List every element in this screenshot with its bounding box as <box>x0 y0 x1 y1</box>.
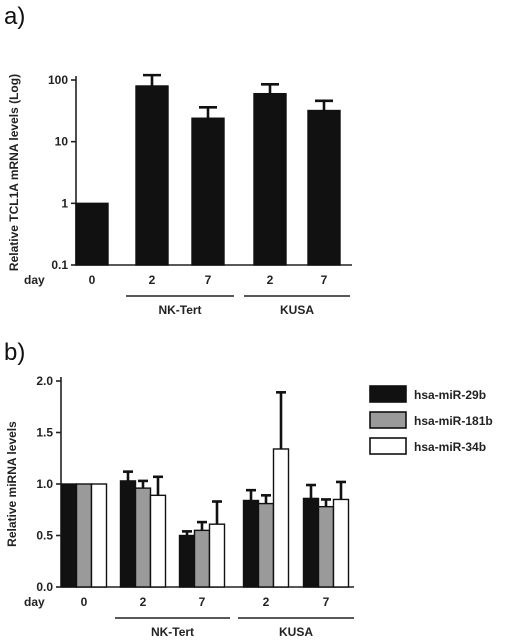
legend-label: hsa-miR-181b <box>414 414 493 428</box>
x-tick-label: 0 <box>81 595 88 609</box>
y-tick-label: 1.0 <box>36 477 53 491</box>
bar <box>119 480 137 588</box>
y-tick-label: 0.5 <box>36 529 53 543</box>
legend-swatch <box>369 437 407 455</box>
bar <box>242 499 260 588</box>
panel-a-label: a) <box>4 3 25 30</box>
y-axis-title: Relative miRNA levels <box>5 421 19 547</box>
x-tick-label: 7 <box>205 273 212 287</box>
x-tick-label: 2 <box>140 595 147 609</box>
bar <box>257 502 275 588</box>
bar <box>208 523 226 588</box>
chart-b: 0.0 0.5 1.0 1.5 2.0 Relative miRNA levels 0 2 7 2… <box>5 374 493 639</box>
bar <box>60 483 78 588</box>
legend-swatch <box>369 411 407 429</box>
x-tick-label: 2 <box>263 595 270 609</box>
bar <box>178 534 196 588</box>
x-tick-label: 7 <box>199 595 206 609</box>
x-tick-label: 0 <box>89 273 96 287</box>
y-tick-label: 1 <box>61 196 68 210</box>
bar <box>75 202 109 266</box>
legend-label: hsa-miR-29b <box>414 388 486 402</box>
y-tick-label: 1.5 <box>36 426 53 440</box>
legend-label: hsa-miR-34b <box>414 440 486 454</box>
x-tick-label: 2 <box>267 273 274 287</box>
bar <box>90 483 108 588</box>
bar <box>191 117 225 266</box>
y-axis-title: Relative TCL1A mRNA levels (Log) <box>7 74 21 271</box>
x-prefix-label: day <box>24 595 45 609</box>
y-tick-label: 10 <box>55 135 69 149</box>
bar <box>307 109 341 266</box>
group-label: KUSA <box>279 625 313 639</box>
group-label: NK-Tert <box>158 303 201 317</box>
bar <box>135 85 169 266</box>
bar <box>317 505 335 588</box>
bar <box>193 529 211 588</box>
y-tick-label: 2.0 <box>36 374 53 388</box>
group-label: KUSA <box>280 303 314 317</box>
panel-b-label: b) <box>4 339 25 366</box>
x-tick-label: 2 <box>149 273 156 287</box>
bar <box>253 92 287 266</box>
bar <box>149 494 167 588</box>
bar <box>75 483 93 588</box>
group-label: NK-Tert <box>151 625 194 639</box>
x-prefix-label: day <box>24 273 45 287</box>
x-tick-label: 7 <box>321 273 328 287</box>
y-tick-label: 0.0 <box>36 580 53 594</box>
y-tick-label: 100 <box>48 73 68 87</box>
legend-swatch <box>369 385 407 403</box>
chart-a: 0.1 1 10 100 Relative TCL1A mRNA levels (Log… <box>7 73 352 317</box>
bar <box>272 448 290 588</box>
y-tick-label: 0.1 <box>51 258 68 272</box>
bar <box>302 497 320 588</box>
bar <box>332 498 350 588</box>
x-tick-label: 7 <box>323 595 330 609</box>
bar <box>134 487 152 588</box>
